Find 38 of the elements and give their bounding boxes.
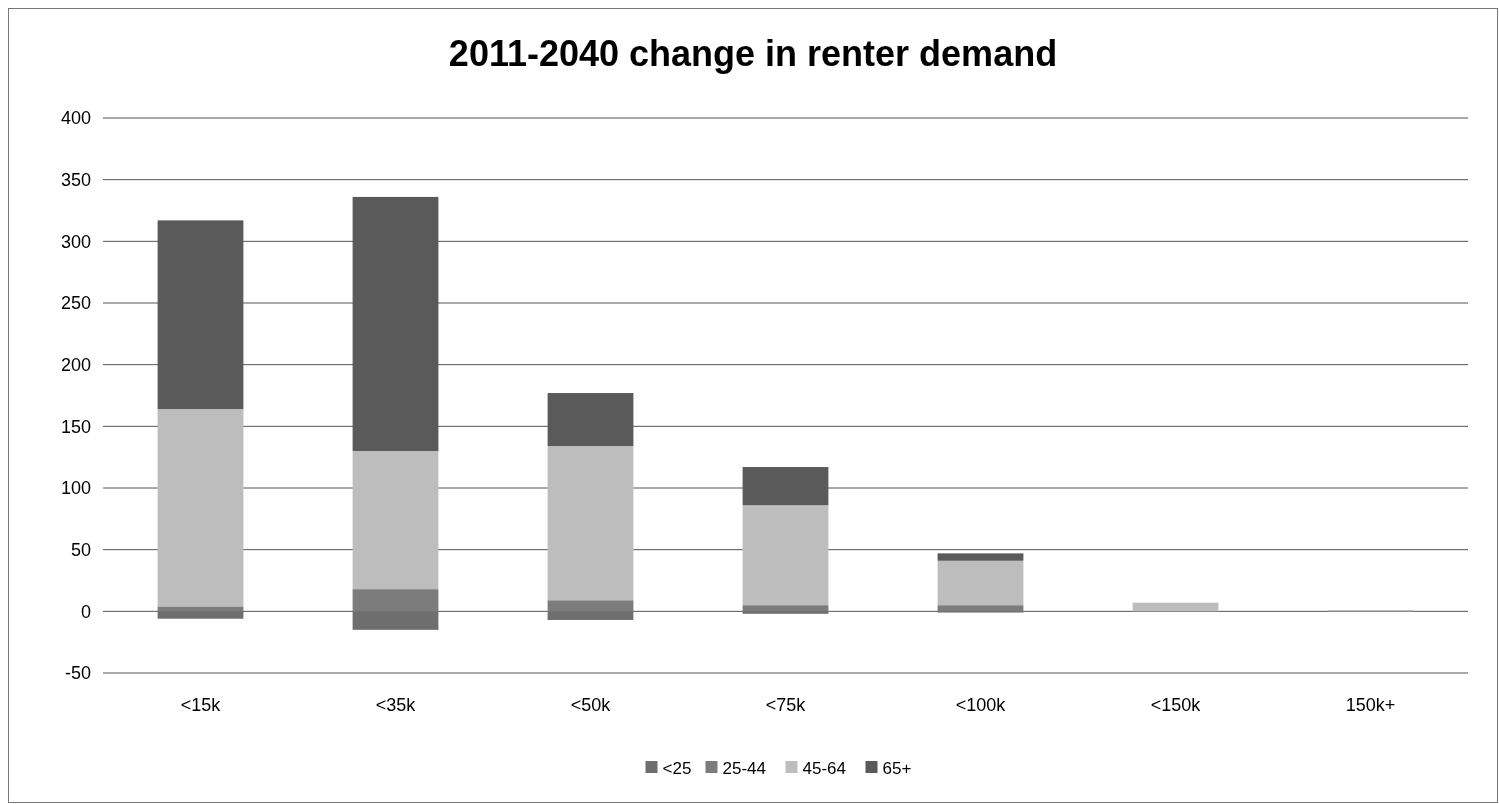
bar	[547, 446, 634, 601]
bar	[547, 600, 634, 612]
y-tick-label: 400	[60, 108, 91, 129]
bar	[937, 553, 1024, 561]
bar	[157, 611, 244, 619]
x-tick-label: <75k	[765, 695, 807, 715]
legend-label: 25-44	[722, 758, 766, 778]
y-tick-label: 0	[80, 601, 91, 622]
bar	[937, 605, 1024, 612]
x-tick-label: <35k	[375, 695, 417, 715]
x-tick-label: <15k	[180, 695, 222, 715]
x-tick-label: <50k	[570, 695, 612, 715]
y-tick-label: 200	[60, 354, 91, 375]
y-tick-label: 150	[60, 416, 91, 437]
y-tick-label: 100	[60, 478, 91, 499]
bar	[742, 505, 829, 606]
y-tick-label: 50	[70, 539, 91, 560]
legend-label: 45-64	[802, 758, 846, 778]
bar	[937, 560, 1024, 606]
bar	[1132, 602, 1219, 612]
bar	[352, 611, 439, 630]
bar	[742, 611, 829, 614]
bar	[157, 606, 244, 612]
x-tick-label: 150k+	[1345, 695, 1396, 715]
chart-title: 2011-2040 change in renter demand	[448, 33, 1058, 74]
bar	[742, 605, 829, 612]
y-tick-label: 350	[60, 169, 91, 190]
bar	[547, 611, 634, 620]
legend-label: 65+	[882, 758, 912, 778]
bar	[157, 409, 244, 607]
legend-label: <25	[662, 758, 692, 778]
y-tick-label: 250	[60, 293, 91, 314]
bar	[352, 451, 439, 590]
y-tick-label: 300	[60, 231, 91, 252]
x-tick-label: <150k	[1150, 695, 1202, 715]
x-tick-label: <100k	[955, 695, 1007, 715]
bar	[352, 589, 439, 612]
y-tick-label: -50	[64, 663, 91, 684]
